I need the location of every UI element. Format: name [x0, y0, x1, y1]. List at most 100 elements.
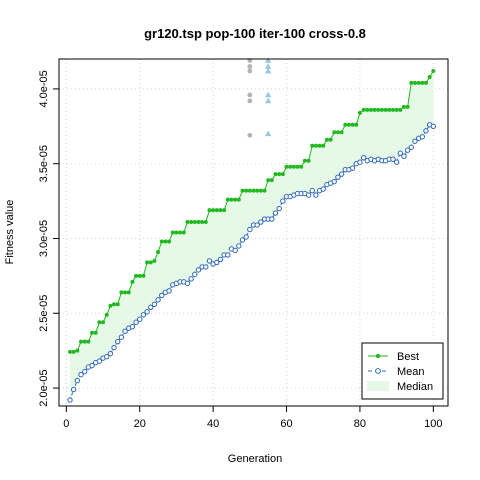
mean-point — [404, 147, 411, 153]
best-point — [295, 164, 300, 169]
best-point — [196, 220, 201, 225]
x-tick-label: 80 — [354, 418, 366, 430]
mean-point — [89, 362, 95, 369]
best-point — [119, 290, 124, 295]
outlier-circle — [247, 64, 253, 69]
best-point — [185, 220, 190, 225]
mean-point — [225, 252, 231, 258]
best-point — [225, 197, 230, 202]
best-point — [273, 172, 278, 177]
best-point — [258, 188, 263, 193]
best-point — [313, 143, 318, 148]
best-point — [401, 104, 406, 109]
mean-point — [331, 178, 337, 185]
x-tick-label: 20 — [134, 418, 146, 430]
best-point — [152, 258, 157, 263]
mean-point — [67, 397, 73, 403]
best-point — [97, 320, 102, 325]
legend-mean-label: Mean — [397, 366, 425, 378]
mean-point — [243, 234, 249, 240]
mean-point — [217, 256, 224, 263]
best-point — [361, 107, 366, 112]
best-point — [390, 107, 395, 112]
mean-point — [258, 219, 264, 225]
best-point — [343, 122, 348, 127]
best-point — [71, 349, 76, 354]
best-point — [368, 107, 373, 112]
x-axis: 0 20 40 60 80 100 — [63, 405, 443, 430]
best-point — [324, 137, 329, 142]
best-point — [376, 107, 381, 112]
outlier-triangle — [264, 130, 272, 137]
best-point — [90, 330, 95, 335]
best-point — [229, 197, 234, 202]
best-point — [244, 188, 249, 193]
best-point — [383, 107, 388, 112]
mean-point — [144, 309, 150, 315]
best-point — [236, 197, 241, 202]
mean-point — [155, 297, 161, 303]
mean-point — [335, 174, 341, 180]
best-point — [68, 349, 73, 354]
best-point — [233, 197, 238, 202]
mean-point — [195, 267, 202, 273]
mean-point — [166, 288, 172, 294]
chart-title: gr120.tsp pop-100 iter-100 cross-0.8 — [144, 26, 366, 41]
mean-point — [390, 156, 396, 162]
best-point — [189, 220, 194, 225]
legend-best-marker — [375, 353, 381, 359]
median-area — [70, 70, 434, 401]
best-point — [306, 158, 311, 163]
best-point — [398, 107, 403, 112]
best-point — [387, 107, 392, 112]
series-layer — [67, 68, 437, 403]
best-point — [148, 260, 153, 265]
mean-point — [313, 192, 319, 198]
mean-point — [214, 259, 220, 266]
best-point — [423, 80, 428, 85]
best-point — [126, 290, 131, 295]
mean-point — [280, 198, 286, 204]
mean-point — [206, 258, 213, 264]
mean-point — [247, 226, 253, 233]
mean-point — [151, 301, 158, 307]
mean-point — [129, 324, 136, 330]
best-point — [299, 164, 304, 169]
mean-point — [305, 192, 312, 198]
best-point — [207, 208, 212, 213]
best-point — [379, 107, 384, 112]
best-point — [431, 68, 436, 73]
best-point — [130, 279, 135, 284]
mean-point — [309, 187, 315, 194]
mean-point — [419, 134, 426, 140]
best-point — [170, 230, 175, 235]
mean-point — [423, 128, 429, 134]
best-point — [269, 178, 274, 183]
mean-point — [239, 237, 246, 243]
outlier-points — [247, 57, 272, 138]
legend-median-label: Median — [397, 381, 433, 393]
best-point — [145, 260, 150, 265]
best-point — [332, 130, 337, 135]
mean-point — [115, 338, 121, 345]
best-point — [93, 330, 98, 335]
outlier-triangle — [264, 57, 272, 63]
legend-best-label: Best — [397, 351, 419, 363]
outlier-triangle — [264, 67, 272, 74]
best-point — [335, 130, 340, 135]
x-tick-label: 60 — [280, 418, 292, 430]
mean-point — [393, 159, 400, 165]
best-point — [247, 188, 252, 193]
mean-point — [397, 150, 403, 156]
best-point — [405, 104, 410, 109]
best-point — [372, 107, 377, 112]
y-axis: 2.0e-05 2.5e-05 3.0e-05 3.5e-05 4.0e-05 — [38, 70, 60, 407]
y-tick-label: 2.5e-05 — [38, 295, 50, 332]
best-point — [218, 208, 223, 213]
y-tick-label: 4.0e-05 — [38, 70, 50, 107]
mean-point — [137, 316, 143, 322]
mean-point — [360, 155, 367, 161]
best-point — [79, 339, 84, 344]
outlier-triangle — [264, 63, 272, 69]
